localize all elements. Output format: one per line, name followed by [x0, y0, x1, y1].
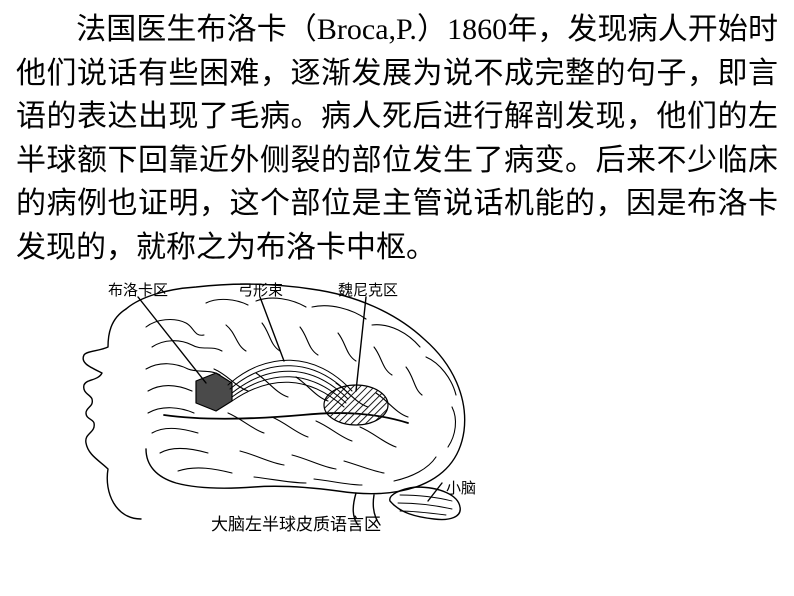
label-broca: 布洛卡区	[108, 279, 168, 300]
figure-wrap: 布洛卡区 弓形束 魏尼克区 小脑 大脑左半球皮质语言区	[16, 273, 778, 535]
page: 法国医生布洛卡（Broca,P.）1860年，发现病人开始时他们说话有些困难，逐…	[0, 0, 794, 596]
label-arcuate: 弓形束	[238, 279, 283, 300]
paragraph-text: 法国医生布洛卡（Broca,P.）1860年，发现病人开始时他们说话有些困难，逐…	[16, 13, 778, 264]
figure-caption: 大脑左半球皮质语言区	[56, 510, 536, 535]
brain-figure: 布洛卡区 弓形束 魏尼克区 小脑 大脑左半球皮质语言区	[56, 273, 536, 535]
label-wernicke: 魏尼克区	[338, 279, 398, 300]
body-paragraph: 法国医生布洛卡（Broca,P.）1860年，发现病人开始时他们说话有些困难，逐…	[16, 8, 778, 269]
label-cerebellum: 小脑	[446, 477, 476, 498]
